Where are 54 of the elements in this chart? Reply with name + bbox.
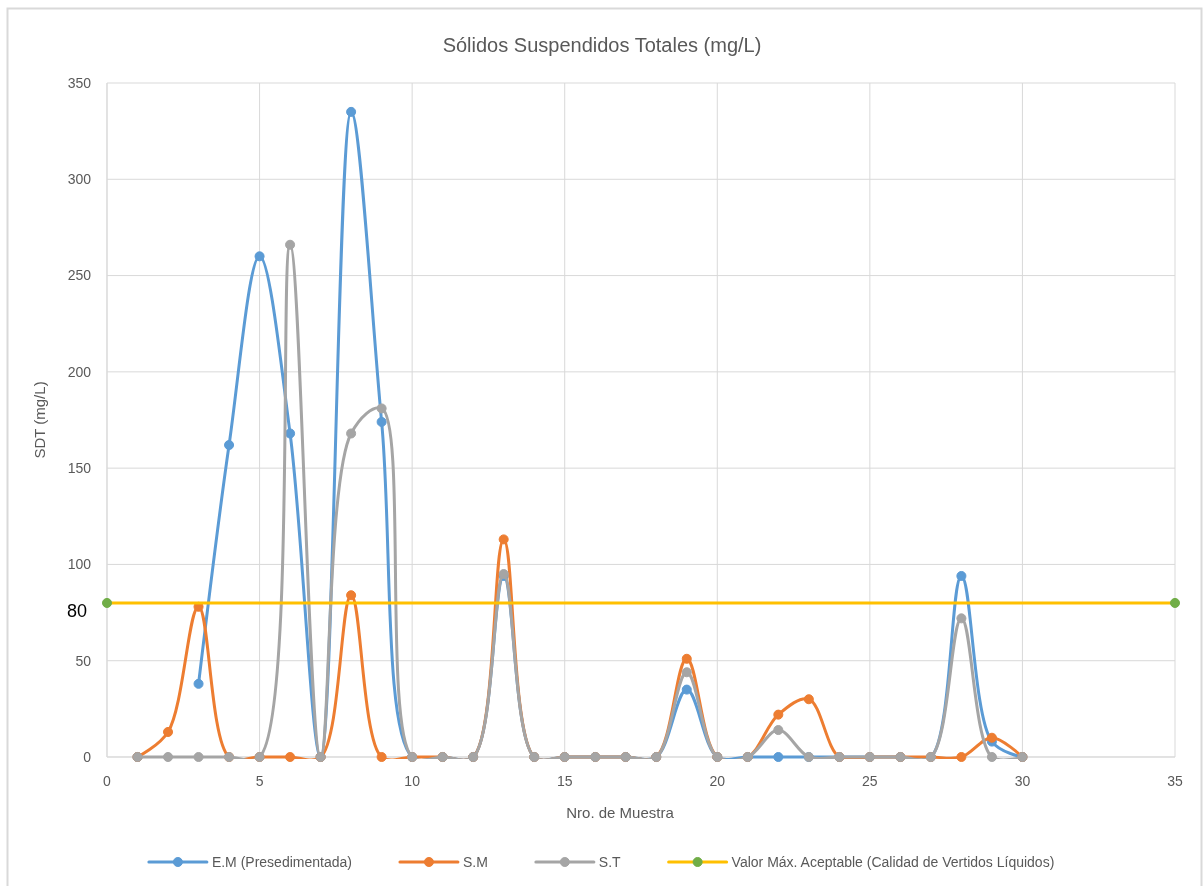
point: [193, 751, 204, 763]
point: [1169, 597, 1181, 608]
y-axis-title: SDT (mg/L): [31, 381, 48, 459]
point: [254, 251, 265, 262]
point: [773, 751, 784, 763]
point: [681, 653, 692, 664]
legend-label: E.M (Presedimentada): [211, 853, 352, 870]
x-tick-label: 35: [1167, 773, 1183, 789]
x-tick-label: 10: [404, 773, 421, 789]
point: [498, 534, 509, 545]
point: [773, 725, 784, 736]
legend-label: S.M: [462, 853, 488, 870]
point: [163, 726, 174, 737]
point: [986, 751, 997, 763]
y-tick-label: 0: [83, 748, 92, 765]
point: [956, 751, 967, 763]
legend-label: S.T: [598, 853, 622, 870]
point: [376, 403, 387, 414]
annotation: 80: [66, 601, 87, 622]
y-tick-label: 250: [67, 267, 92, 284]
point: [193, 678, 204, 689]
x-tick-label: 0: [103, 773, 112, 789]
point: [285, 239, 296, 250]
point: [956, 570, 967, 581]
point: [376, 416, 387, 427]
x-tick-label: 5: [255, 773, 264, 789]
point: [346, 590, 357, 601]
x-axis-title: Nro. de Muestra: [566, 804, 675, 821]
point: [681, 667, 692, 678]
point: [346, 106, 357, 117]
x-tick-label: 15: [556, 773, 573, 789]
point: [285, 428, 296, 439]
point: [163, 751, 174, 763]
point: [986, 732, 997, 743]
y-tick-label: 150: [67, 460, 92, 477]
point: [285, 751, 296, 763]
x-tick-label: 30: [1014, 773, 1031, 789]
point: [773, 709, 784, 720]
point: [803, 694, 814, 705]
x-tick-label: 20: [709, 773, 726, 789]
y-tick-label: 50: [75, 652, 92, 669]
y-tick-label: 100: [67, 556, 92, 573]
point: [376, 751, 387, 763]
y-tick-label: 200: [67, 363, 92, 380]
point: [681, 684, 692, 695]
x-tick-label: 25: [862, 773, 878, 789]
point: [101, 597, 113, 608]
point: [956, 613, 967, 624]
chart-title: Sólidos Suspendidos Totales (mg/L): [442, 34, 762, 56]
point: [224, 440, 235, 451]
point: [346, 428, 357, 439]
y-tick-label: 350: [67, 74, 92, 91]
y-tick-label: 300: [67, 171, 92, 188]
legend-label: Valor Máx. Aceptable (Calidad de Vertidos Líquidos): [731, 853, 1055, 870]
